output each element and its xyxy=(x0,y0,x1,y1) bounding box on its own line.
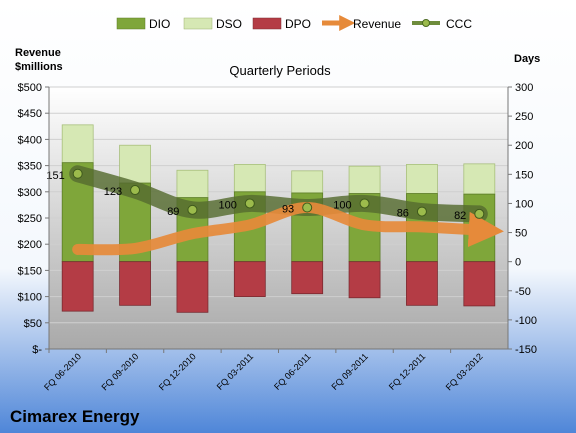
legend-swatch-dio xyxy=(116,17,146,30)
ccc-data-label: 100 xyxy=(218,199,236,211)
left-tick-label: $- xyxy=(32,344,42,356)
bar-dpo xyxy=(119,261,151,306)
ccc-data-label: 123 xyxy=(104,186,122,198)
left-tick-label: $250 xyxy=(18,213,42,225)
right-tick-label: 150 xyxy=(515,169,533,181)
ccc-points xyxy=(72,168,485,219)
ccc-data-label: 86 xyxy=(397,208,409,220)
left-axis: $- $50 $100 $150 $200 $250 $300 $350 $400 $450 $50… xyxy=(18,82,50,356)
right-tick-label: 100 xyxy=(515,198,533,210)
left-tick-label: $50 xyxy=(24,318,42,330)
bar-dso xyxy=(291,170,324,194)
bar-dso xyxy=(176,169,209,199)
right-tick-label: 200 xyxy=(515,140,533,152)
ccc-point xyxy=(187,204,198,215)
bar-dso xyxy=(119,144,151,184)
bar-dpo xyxy=(348,261,381,299)
right-tick-label: 0 xyxy=(515,257,521,269)
right-tick-label: -50 xyxy=(515,286,531,298)
bar-dso xyxy=(61,124,94,164)
ccc-data-label: 82 xyxy=(454,210,466,222)
ccc-data-label: 89 xyxy=(167,206,179,218)
bar-dso xyxy=(233,164,266,193)
ccc-data-label: 93 xyxy=(282,204,294,216)
ccc-data-label: 151 xyxy=(46,170,64,182)
ccc-point xyxy=(244,198,255,209)
legend-swatch-dpo xyxy=(252,17,282,30)
left-tick-label: $350 xyxy=(18,161,42,173)
left-tick-label: $200 xyxy=(18,239,42,251)
right-axis: -150 -100 -50 0 50 100 150 200 250 300 xyxy=(507,82,537,356)
right-tick-label: -100 xyxy=(515,315,537,327)
ccc-point xyxy=(474,208,485,219)
right-axis-label: Days xyxy=(514,53,540,65)
bar-dpo xyxy=(463,261,496,307)
ccc-point xyxy=(359,198,370,209)
bar-dso xyxy=(348,165,381,194)
right-tick-label: 300 xyxy=(515,82,533,94)
legend-label-dio: DIO xyxy=(149,17,170,31)
legend-marker-ccc xyxy=(422,19,430,27)
ccc-point xyxy=(416,206,427,217)
bar-dpo xyxy=(406,261,438,306)
right-tick-label: -150 xyxy=(515,344,537,356)
left-axis-label-line2: $millions xyxy=(15,61,63,73)
ccc-data-labels: 151 123 89 100 93 100 86 82 xyxy=(46,170,466,222)
legend-label-revenue: Revenue xyxy=(353,17,401,31)
chart-title: Quarterly Periods xyxy=(229,63,331,78)
bar-dso xyxy=(463,163,496,195)
left-tick-label: $300 xyxy=(18,187,42,199)
left-tick-label: $100 xyxy=(18,292,42,304)
bar-dpo xyxy=(176,261,209,313)
revenue-line xyxy=(72,202,504,256)
legend-label-ccc: CCC xyxy=(446,17,472,31)
left-tick-label: $400 xyxy=(18,134,42,146)
left-tick-label: $150 xyxy=(18,265,42,277)
right-tick-label: 250 xyxy=(515,111,533,123)
left-axis-label-line1: Revenue xyxy=(15,47,61,59)
bar-dso xyxy=(406,164,438,194)
left-tick-label: $450 xyxy=(18,108,42,120)
legend-swatch-dso xyxy=(183,17,213,30)
bar-dpo xyxy=(61,261,94,312)
legend-label-dso: DSO xyxy=(216,17,242,31)
bar-dpo xyxy=(291,261,324,295)
ccc-point xyxy=(302,202,313,213)
ccc-data-label: 100 xyxy=(333,199,351,211)
company-name: Cimarex Energy xyxy=(10,407,140,426)
left-tick-label: $500 xyxy=(18,82,42,94)
legend: DIO DSO DPO Revenue CCC xyxy=(116,14,472,32)
ccc-point xyxy=(130,185,141,196)
right-tick-label: 50 xyxy=(515,228,527,240)
legend-label-dpo: DPO xyxy=(285,17,311,31)
ccc-point xyxy=(72,168,83,179)
bar-dpo xyxy=(233,261,266,297)
